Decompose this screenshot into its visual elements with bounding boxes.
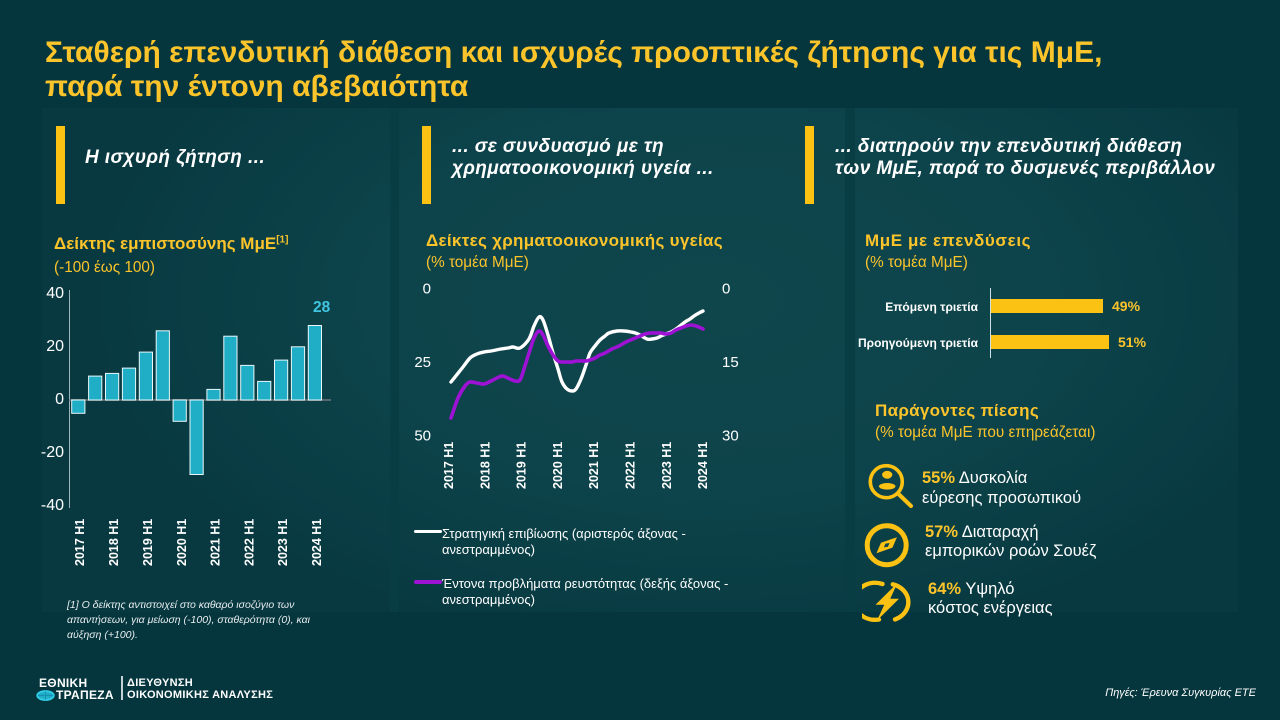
svg-text:2019 H1: 2019 H1 — [515, 442, 529, 489]
svg-text:15: 15 — [722, 354, 739, 371]
svg-text:2023 H1: 2023 H1 — [660, 442, 674, 489]
svg-text:-20: -20 — [41, 444, 64, 461]
svg-text:2021 H1: 2021 H1 — [209, 519, 223, 566]
svg-text:2022 H1: 2022 H1 — [242, 519, 256, 566]
svg-text:2017 H1: 2017 H1 — [73, 519, 87, 566]
svg-text:2020 H1: 2020 H1 — [551, 442, 565, 489]
svg-text:2022 H1: 2022 H1 — [624, 442, 638, 489]
svg-text:28: 28 — [313, 299, 331, 316]
svg-text:2019 H1: 2019 H1 — [141, 519, 155, 566]
svg-text:2020 H1: 2020 H1 — [175, 519, 189, 566]
svg-text:25: 25 — [414, 354, 431, 371]
svg-text:20: 20 — [46, 338, 64, 355]
svg-text:-40: -40 — [41, 497, 64, 514]
svg-text:0: 0 — [55, 391, 64, 408]
svg-text:2021 H1: 2021 H1 — [587, 442, 601, 489]
svg-text:50: 50 — [414, 428, 431, 445]
svg-text:40: 40 — [46, 285, 64, 302]
svg-text:2024 H1: 2024 H1 — [696, 442, 710, 489]
svg-text:2018 H1: 2018 H1 — [107, 519, 121, 566]
svg-text:2017 H1: 2017 H1 — [442, 442, 456, 489]
svg-text:30: 30 — [722, 428, 739, 445]
svg-text:2018 H1: 2018 H1 — [478, 442, 492, 489]
svg-text:2024 H1: 2024 H1 — [310, 519, 324, 566]
svg-text:2023 H1: 2023 H1 — [276, 519, 290, 566]
svg-text:0: 0 — [722, 281, 730, 298]
svg-text:0: 0 — [423, 281, 431, 298]
